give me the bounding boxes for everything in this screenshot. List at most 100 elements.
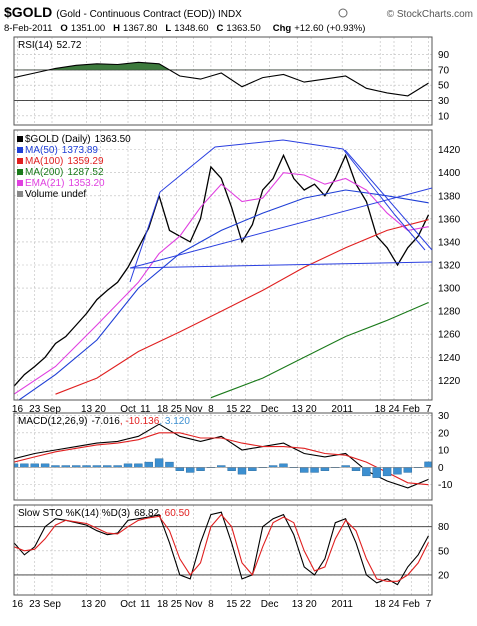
trendline <box>129 261 433 269</box>
x-tick-label: Oct <box>120 599 136 610</box>
y-tick-label: 1360 <box>438 214 461 225</box>
x-tick-label: 13 <box>292 599 304 610</box>
x-tick-label: 11 <box>140 599 151 610</box>
histogram-bar <box>403 467 413 473</box>
series-line <box>14 513 429 582</box>
x-tick-label: 2011 <box>331 599 353 610</box>
panels <box>129 139 433 283</box>
header-title: $GOLD (Gold - Continuous Contract (EOD)) … <box>4 4 242 20</box>
legend-name: EMA(21) <box>25 178 64 189</box>
y-tick-label: 1320 <box>438 261 461 272</box>
y-tick-label: 1400 <box>438 168 461 179</box>
date: 8-Feb-2011 <box>4 23 52 34</box>
x-tick-label: 22 <box>240 599 252 610</box>
change-value: +12.60 <box>294 23 323 34</box>
x-tick-label: 24 <box>388 599 400 610</box>
x-tick-label: Nov <box>185 599 203 610</box>
quote-key: O <box>60 23 67 34</box>
readout: -7.016 <box>91 416 120 427</box>
series-line <box>55 219 429 395</box>
series-line <box>14 511 429 586</box>
x-tick-label: 8 <box>208 599 214 610</box>
x-tick-label: 15 <box>226 404 238 415</box>
y-tick-label: 10 <box>438 111 450 122</box>
x-tick-label: 11 <box>140 404 151 415</box>
separator: , <box>120 416 126 427</box>
y-tick-label: 1380 <box>438 191 461 202</box>
series-line <box>14 153 430 387</box>
y-tick-label: 10 <box>438 446 450 457</box>
legend-value: 1359.29 <box>67 156 104 167</box>
x-tick-label: Sep <box>43 404 61 415</box>
histogram-bar <box>20 463 29 468</box>
y-tick-label: 30 <box>438 411 450 422</box>
panel-frame <box>13 504 433 596</box>
legend-swatch <box>17 169 23 175</box>
histogram-bar <box>227 467 236 471</box>
readout: 3.120 <box>165 416 190 427</box>
histogram-bar <box>237 467 247 475</box>
panel <box>14 413 432 500</box>
x-tick-label: 18 <box>157 599 169 610</box>
x-tick-label: 23 <box>29 404 41 415</box>
histogram-bar <box>248 467 257 471</box>
histogram-bar <box>299 467 309 473</box>
histogram-bar <box>14 463 19 468</box>
quote-line: 8-Feb-2011 O 1351.00 H 1367.80 L 1348.60 C 1363.… <box>4 23 365 34</box>
legend-value: 1353.20 <box>68 178 105 189</box>
panel-label: RSI(14) 52.72 <box>18 40 82 51</box>
x-tick-label: Oct <box>120 404 136 415</box>
legend-entry: MA(50) 1373.89 <box>25 145 98 156</box>
histogram-bar <box>372 467 381 478</box>
y-tick-label: 20 <box>438 428 450 439</box>
legend-entry: MA(100) 1359.29 <box>25 156 104 167</box>
histogram-bar <box>165 461 174 468</box>
x-tick-label: Nov <box>185 404 203 415</box>
panel-frame <box>13 412 433 501</box>
overbought-area <box>48 62 170 70</box>
x-tick-label: 16 <box>12 599 24 610</box>
series-line <box>18 189 429 400</box>
panel-title: RSI(14) <box>18 40 52 51</box>
x-tick-label: 18 <box>375 599 387 610</box>
change-percent: (+0.93%) <box>327 23 366 34</box>
legend-name: $GOLD (Daily) <box>25 134 91 145</box>
histogram-bar <box>144 461 153 468</box>
series-line <box>14 172 429 395</box>
x-tick-label: 20 <box>306 404 318 415</box>
panel <box>14 505 432 595</box>
legend-entry: MA(200) 1287.52 <box>25 167 104 178</box>
panel-frame <box>13 36 433 126</box>
y-tick-label: -10 <box>438 480 453 491</box>
readout: -10.136 <box>125 416 159 427</box>
x-tick-label: 13 <box>292 404 304 415</box>
legend-value: 1287.52 <box>67 167 104 178</box>
trendline <box>129 187 433 269</box>
histogram-bar <box>30 463 39 468</box>
y-tick-label: 80 <box>438 522 450 533</box>
histogram-bar <box>185 467 195 473</box>
legend-swatch <box>17 147 23 153</box>
x-tick-label: 22 <box>240 404 252 415</box>
x-tick-label: Feb <box>403 404 421 415</box>
source: © StockCharts.com <box>387 9 473 20</box>
logo-icon <box>338 8 348 18</box>
y-tick-label: 0 <box>438 463 444 474</box>
x-tick-label: 25 <box>171 599 183 610</box>
histogram-bar <box>382 467 392 477</box>
x-tick-label: 18 <box>157 404 169 415</box>
legend-value: 1363.50 <box>95 134 132 145</box>
y-tick-label: 1220 <box>438 376 461 387</box>
histogram-bar <box>279 463 288 468</box>
x-tick-label: 18 <box>375 404 387 415</box>
legend-swatch <box>17 180 23 186</box>
x-tick-label: 24 <box>388 404 400 415</box>
histogram-bar <box>310 467 319 473</box>
y-tick-label: 30 <box>438 96 450 107</box>
x-tick-label: 13 <box>81 404 93 415</box>
trendline <box>344 149 433 251</box>
y-tick-label: 1260 <box>438 330 461 341</box>
separator: , <box>159 416 165 427</box>
quote-key: L <box>165 23 171 34</box>
